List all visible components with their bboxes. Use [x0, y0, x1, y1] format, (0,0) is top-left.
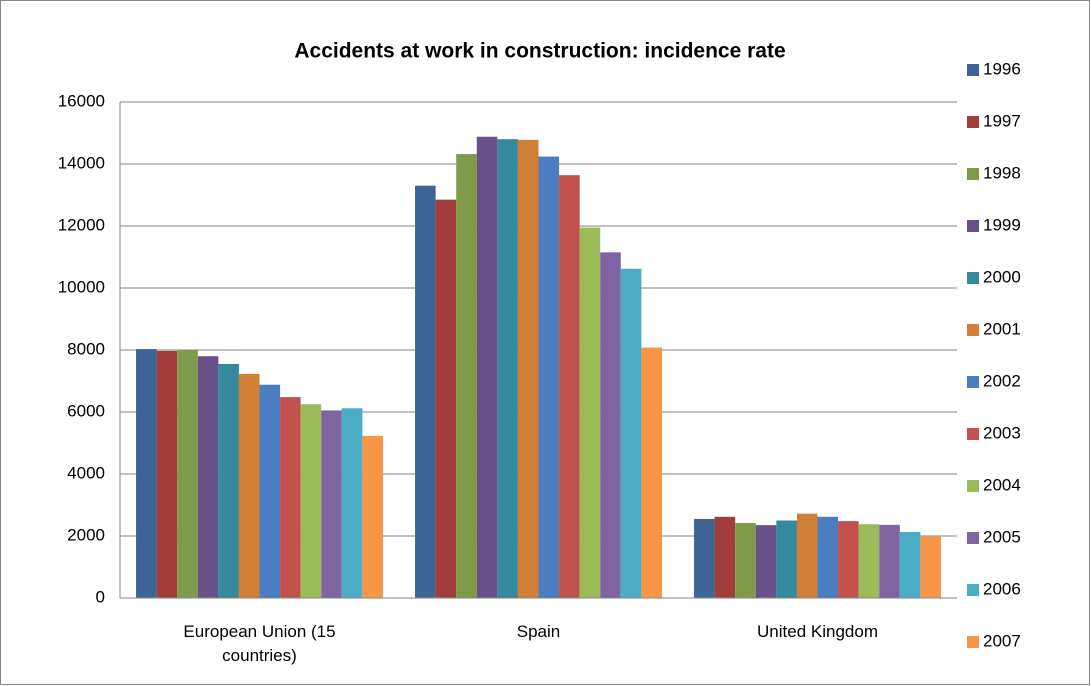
bar: [280, 397, 301, 598]
y-tick-label: 8000: [67, 339, 105, 358]
bar: [620, 268, 642, 598]
bar: [497, 139, 518, 598]
legend-label: 2006: [983, 579, 1021, 598]
legend-label: 1996: [983, 59, 1021, 78]
bar: [238, 373, 260, 598]
bar: [559, 175, 580, 598]
bar: [476, 136, 498, 598]
x-tick-label: United Kingdom: [757, 622, 878, 641]
bar: [858, 524, 880, 598]
y-tick-label: 6000: [67, 401, 105, 420]
y-tick-label: 4000: [67, 463, 105, 482]
bar: [300, 404, 322, 598]
legend-swatch: [967, 636, 979, 648]
legend-label: 2000: [983, 267, 1021, 286]
y-tick-label: 2000: [67, 525, 105, 544]
legend-swatch: [967, 584, 979, 596]
bar: [920, 536, 941, 598]
bar: [415, 185, 436, 598]
legend-swatch: [967, 324, 979, 336]
x-tick-label: Spain: [516, 622, 561, 641]
legend-label: 2001: [983, 319, 1021, 338]
bar: [435, 199, 457, 598]
bar: [879, 524, 900, 598]
legend-swatch: [967, 272, 979, 284]
legend-swatch: [967, 220, 979, 232]
bar: [579, 227, 601, 599]
bar: [218, 363, 239, 598]
legend-label: 1999: [983, 215, 1021, 234]
y-tick-label: 0: [96, 587, 105, 606]
bar: [136, 349, 157, 598]
bar: [838, 521, 859, 598]
bar: [899, 531, 921, 598]
bar: [517, 139, 539, 598]
bar: [538, 156, 560, 598]
bar: [641, 347, 662, 598]
bar: [341, 408, 363, 598]
bar: [177, 350, 198, 598]
bar: [776, 520, 797, 598]
legend-swatch: [967, 532, 979, 544]
bar: [735, 522, 756, 598]
legend-label: 2004: [983, 475, 1021, 494]
legend-swatch: [967, 480, 979, 492]
chart-title: Accidents at work in construction: incid…: [294, 40, 785, 63]
legend-label: 1997: [983, 111, 1021, 130]
y-tick-label: 12000: [58, 215, 105, 234]
legend-label: 1998: [983, 163, 1021, 182]
bar: [362, 435, 383, 598]
bar: [714, 516, 736, 598]
bar: [321, 410, 342, 598]
bar: [197, 356, 219, 598]
legend-label: 2005: [983, 527, 1021, 546]
legend-swatch: [967, 64, 979, 76]
bar: [796, 513, 818, 598]
legend-swatch: [967, 116, 979, 128]
bar: [156, 350, 178, 598]
x-tick-label: European Union (15 countries): [183, 622, 336, 665]
bar: [259, 384, 281, 598]
legend-label: 2003: [983, 423, 1021, 442]
y-tick-label: 16000: [58, 91, 105, 110]
legend-swatch: [967, 168, 979, 180]
bar: [755, 525, 777, 598]
y-tick-label: 14000: [58, 153, 105, 172]
bar: [600, 252, 621, 598]
bar: [694, 518, 715, 598]
legend-label: 2002: [983, 371, 1021, 390]
legend-swatch: [967, 376, 979, 388]
bar: [456, 154, 477, 598]
bar: [817, 516, 839, 598]
legend-label: 2007: [983, 631, 1021, 650]
legend-swatch: [967, 428, 979, 440]
y-tick-label: 10000: [58, 277, 105, 296]
